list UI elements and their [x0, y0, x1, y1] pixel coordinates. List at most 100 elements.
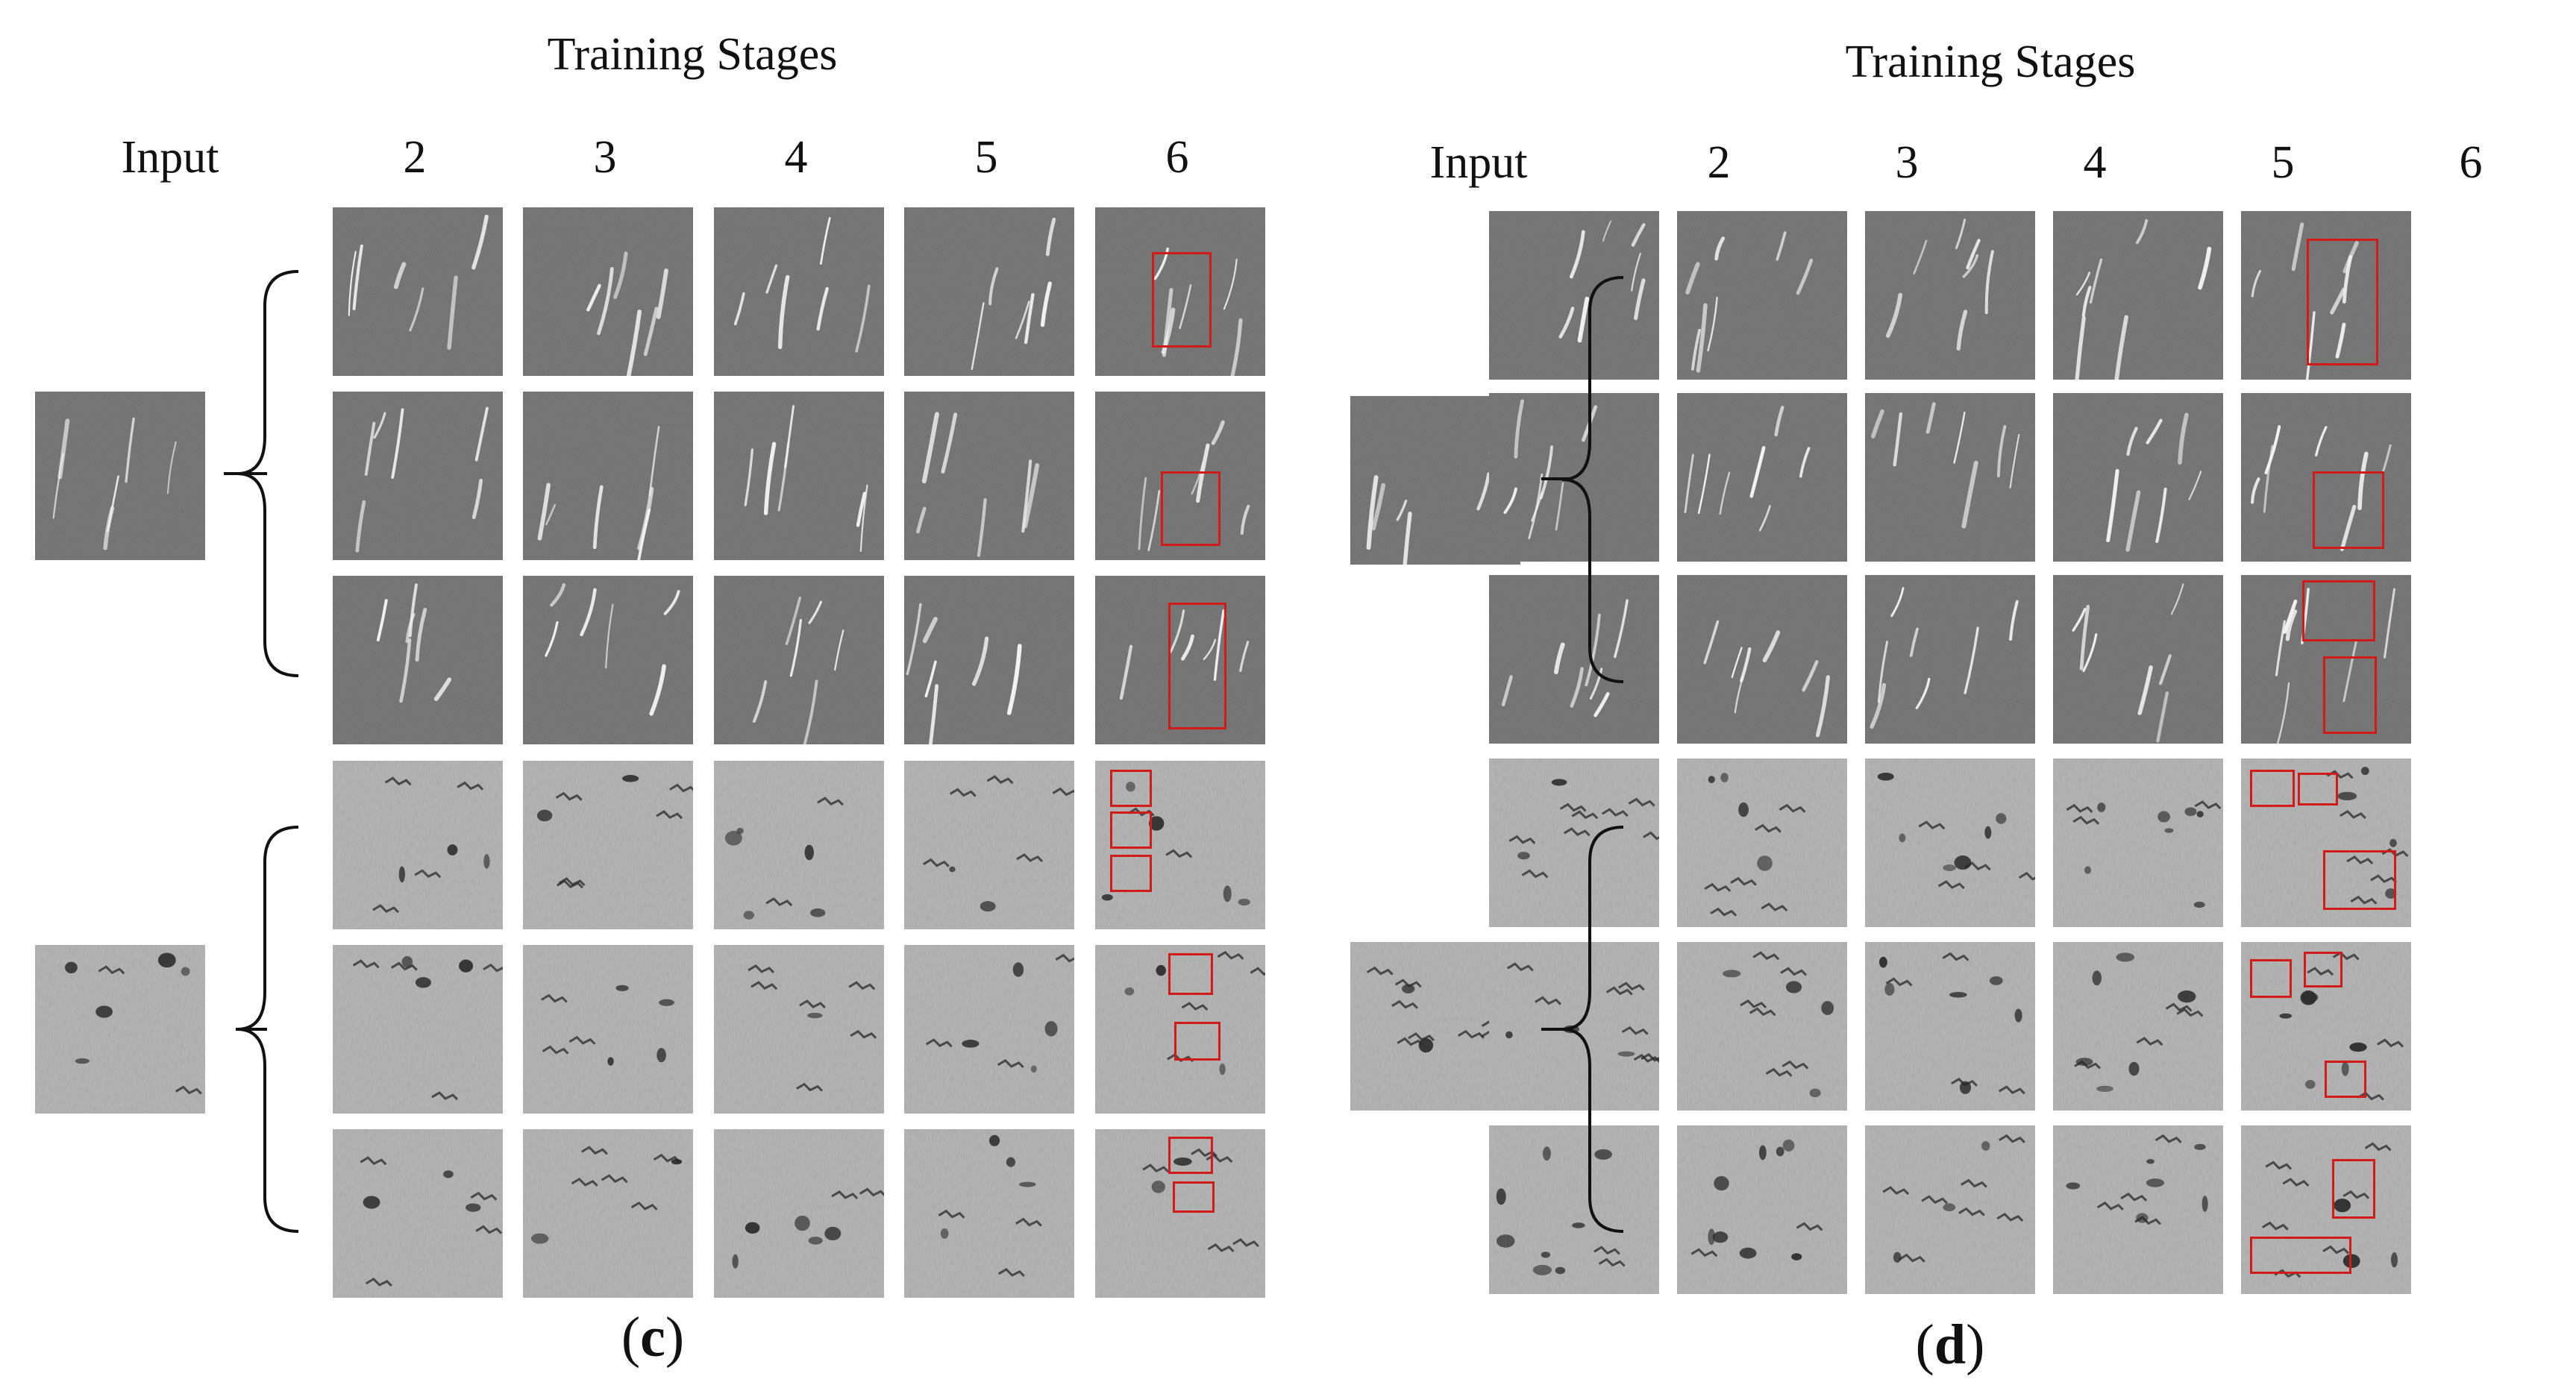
generated-sample-image: [1865, 1125, 2035, 1294]
generated-sample-image: [2053, 211, 2223, 380]
generated-sample-image: [1677, 575, 1847, 744]
highlight-box: [2323, 850, 2396, 910]
generated-sample-image: [1865, 575, 2035, 744]
highlight-box: [2313, 471, 2384, 549]
highlight-box: [1168, 1137, 1213, 1174]
generated-sample-image: [1677, 942, 1847, 1111]
stage-label-4: 4: [2083, 137, 2107, 188]
generated-sample-image: [1095, 392, 1265, 560]
input-label: Input: [121, 132, 219, 183]
generated-sample-image: [523, 945, 693, 1114]
generated-sample-image: [1489, 575, 1659, 744]
stage-label-6: 6: [1165, 132, 1189, 183]
generated-sample-image: [1865, 942, 2035, 1111]
panel-c: Training Stages Input 2 3 4 5 6 (c): [35, 29, 1265, 1369]
generated-sample-image: [1865, 393, 2035, 562]
highlight-box: [2323, 656, 2377, 734]
generated-sample-image: [1095, 1129, 1265, 1298]
highlight-box: [1110, 855, 1152, 892]
generated-sample-image: [1489, 211, 1659, 380]
generated-sample-image: [714, 945, 884, 1114]
highlight-box: [1152, 252, 1212, 348]
generated-sample-image: [1677, 393, 1847, 562]
panel-d: Training Stages Input 2 3 4 5 6 (d): [1288, 0, 2576, 1388]
highlight-box: [2302, 580, 2375, 641]
generated-sample-image: [333, 1129, 503, 1298]
generated-sample-image: [333, 207, 503, 376]
stage-label-2: 2: [1707, 137, 1731, 188]
highlight-box: [1168, 953, 1213, 995]
generated-sample-image: [523, 392, 693, 560]
stage-label-4: 4: [784, 132, 808, 183]
generated-sample-image: [714, 1129, 884, 1298]
highlight-box: [1110, 770, 1152, 807]
generated-sample-image: [2241, 759, 2411, 927]
connector-line: [1541, 1028, 1573, 1031]
connector-line: [236, 472, 267, 475]
highlight-box: [1168, 603, 1226, 729]
generated-sample-image: [1865, 759, 2035, 927]
generated-sample-image: [904, 207, 1074, 376]
highlight-box: [2298, 773, 2338, 806]
highlight-box: [2304, 952, 2342, 987]
generated-sample-image: [2053, 393, 2223, 562]
generated-sample-image: [1095, 207, 1265, 376]
highlight-box: [2250, 1237, 2351, 1274]
generated-sample-image: [523, 576, 693, 744]
highlight-box: [2307, 239, 2378, 365]
stage-label-6: 6: [2459, 137, 2483, 188]
generated-sample-image: [333, 392, 503, 560]
stage-label-2: 2: [403, 132, 427, 183]
generated-sample-image: [2241, 575, 2411, 744]
generated-sample-image: [1489, 1125, 1659, 1294]
highlight-box: [2250, 770, 2295, 807]
generated-sample-image: [1865, 211, 2035, 380]
stage-label-5: 5: [974, 132, 998, 183]
highlight-box: [1110, 811, 1152, 849]
generated-sample-image: [1489, 759, 1659, 927]
generated-sample-image: [2241, 211, 2411, 380]
generated-sample-image: [523, 1129, 693, 1298]
generated-sample-image: [904, 761, 1074, 929]
highlight-box: [2250, 959, 2292, 998]
generated-sample-image: [523, 207, 693, 376]
generated-sample-image: [333, 576, 503, 744]
generated-sample-image: [904, 392, 1074, 560]
panel-caption: (d): [1915, 1313, 1985, 1376]
highlight-box: [1173, 1181, 1215, 1213]
generated-sample-image: [1677, 1125, 1847, 1294]
input-label: Input: [1429, 137, 1528, 188]
generated-sample-image: [1095, 761, 1265, 929]
highlight-box: [1161, 471, 1220, 546]
generated-sample-image: [714, 207, 884, 376]
highlight-box: [1174, 1022, 1220, 1061]
generated-sample-image: [1677, 211, 1847, 380]
highlight-box: [2325, 1061, 2366, 1098]
connector-line: [1541, 477, 1573, 480]
generated-sample-image: [714, 576, 884, 744]
generated-sample-image: [523, 761, 693, 929]
input-image: [35, 392, 205, 560]
generated-sample-image: [904, 1129, 1074, 1298]
generated-sample-image: [714, 761, 884, 929]
generated-sample-image: [904, 576, 1074, 744]
connector-line: [236, 1028, 267, 1031]
generated-sample-image: [904, 945, 1074, 1114]
generated-sample-image: [714, 392, 884, 560]
input-image: [35, 945, 205, 1114]
stage-label-3: 3: [593, 132, 617, 183]
generated-sample-image: [2053, 575, 2223, 744]
panel-caption: (c): [621, 1306, 685, 1369]
generated-sample-image: [2053, 1125, 2223, 1294]
generated-sample-image: [2053, 942, 2223, 1111]
highlight-box: [2332, 1159, 2375, 1219]
generated-sample-image: [2053, 759, 2223, 927]
panel-title: Training Stages: [1845, 37, 2136, 87]
generated-sample-image: [1677, 759, 1847, 927]
stage-label-3: 3: [1895, 137, 1919, 188]
generated-sample-image: [1095, 945, 1265, 1114]
generated-sample-image: [333, 761, 503, 929]
generated-sample-image: [2241, 1125, 2411, 1294]
panel-title: Training Stages: [547, 29, 838, 80]
generated-sample-image: [1489, 942, 1659, 1111]
